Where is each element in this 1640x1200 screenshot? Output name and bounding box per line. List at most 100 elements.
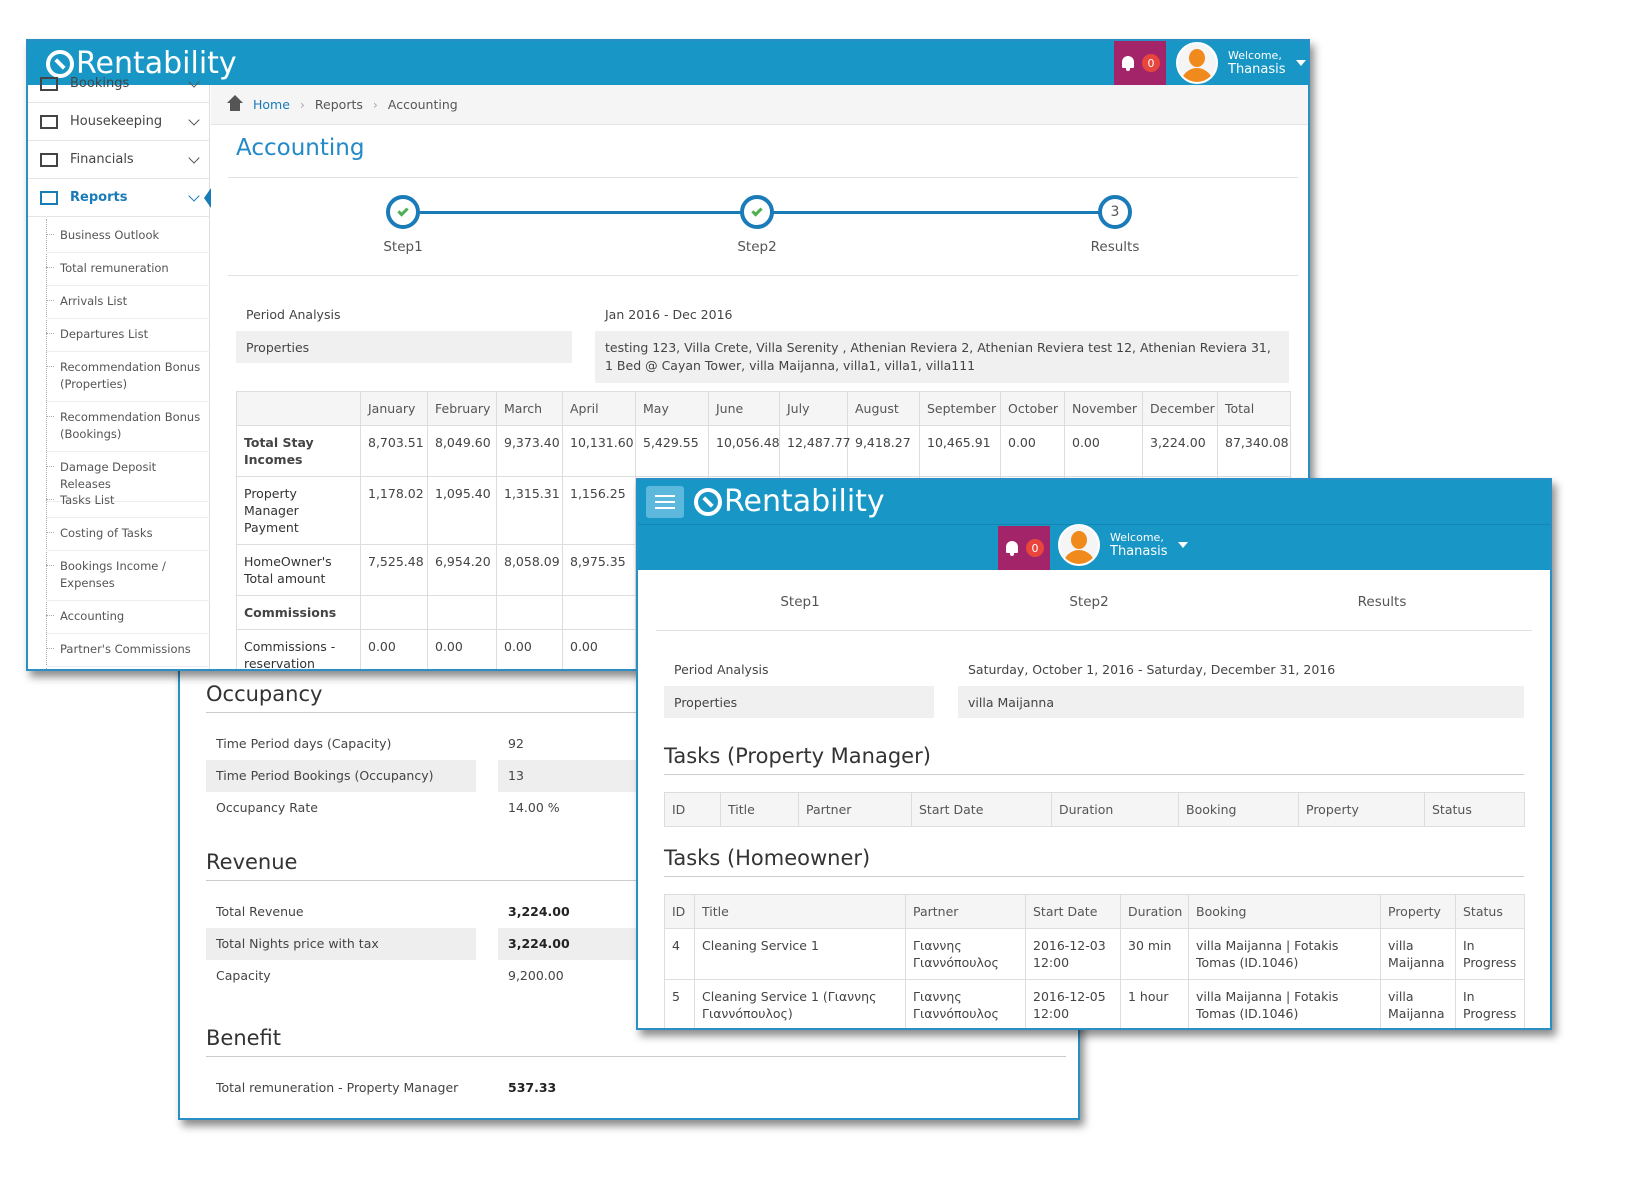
column-header[interactable]: Title	[720, 792, 799, 827]
period-label: Period Analysis	[674, 662, 769, 677]
column-header[interactable]: Duration	[1120, 894, 1189, 929]
column-header[interactable]: Start Date	[911, 792, 1052, 827]
column-header[interactable]: Property	[1380, 894, 1456, 929]
properties-value: testing 123, Villa Crete, Villa Serenity…	[595, 331, 1289, 383]
table-cell: 8,049.60	[427, 425, 497, 477]
check-icon	[751, 204, 763, 217]
table-header-row: ID Title Partner Start Date Duration Boo…	[664, 792, 1525, 827]
sidebar-subitem[interactable]: Recommendation Bonus (Bookings)	[46, 401, 210, 452]
task-partner: Γιαννης Γιαννόπουλος	[905, 979, 1026, 1028]
column-header[interactable]: Partner	[905, 894, 1026, 929]
step2-complete[interactable]	[740, 195, 774, 229]
column-header[interactable]: Property	[1298, 792, 1425, 827]
avatar	[1176, 42, 1218, 84]
task-property: villa Maijanna	[1380, 928, 1456, 980]
sidebar-subitem[interactable]: Departures List	[46, 318, 210, 352]
bell-icon	[1004, 539, 1020, 557]
sidebar-item-label: Housekeeping	[70, 114, 163, 129]
sidebar-subitem[interactable]: Arrivals List	[46, 285, 210, 319]
sidebar-subitem[interactable]: Damage Deposit Releases	[46, 451, 210, 502]
occupancy-value: 14.00 %	[508, 800, 560, 815]
table-cell: 0.00	[562, 629, 636, 669]
breadcrumb-reports[interactable]: Reports	[314, 97, 363, 112]
tasks-ho-table: ID Title Partner Start Date Duration Boo…	[664, 894, 1525, 1028]
task-title: Cleaning Service 1	[694, 928, 906, 980]
sidebar-subitem[interactable]: Tasks List	[46, 484, 210, 518]
brand-logo[interactable]: Rentability	[694, 484, 885, 519]
bar-chart-icon	[40, 190, 58, 205]
step1-complete[interactable]	[386, 195, 420, 229]
column-header[interactable]: ID	[664, 894, 695, 929]
occupancy-value: 92	[508, 736, 524, 751]
table-cell	[360, 595, 428, 630]
revenue-label: Capacity	[216, 968, 271, 983]
row-label: HomeOwner's Total amount	[236, 544, 361, 596]
user-menu[interactable]: Welcome, Thanasis	[1058, 524, 1188, 566]
table-cell	[562, 595, 636, 630]
column-header[interactable]: Partner	[798, 792, 912, 827]
brand-logo[interactable]: Rentability	[46, 46, 237, 81]
chevron-down-icon	[188, 152, 200, 164]
table-cell: 6,954.20	[427, 544, 497, 596]
sidebar-subitem[interactable]: Accounting	[46, 600, 210, 634]
benefit-rule	[206, 1056, 1066, 1057]
sidebar-subitem[interactable]: Total remuneration	[46, 252, 210, 286]
table-cell: 8,975.35	[562, 544, 636, 596]
sidebar-item-reports[interactable]: Reports	[28, 179, 211, 217]
sidebar-subitem[interactable]: Recommendation Bonus (Properties)	[46, 351, 210, 402]
breadcrumb-home[interactable]: Home	[253, 97, 290, 112]
table-cell: 0.00	[427, 629, 497, 669]
table-cell: 8,703.51	[360, 425, 428, 477]
page-title: Accounting	[236, 135, 365, 161]
sidebar-item-housekeeping[interactable]: Housekeeping	[28, 103, 210, 141]
sidebar-item-label: Bookings	[70, 76, 130, 91]
column-header[interactable]: Status	[1424, 792, 1525, 827]
sidebar-subitem[interactable]: Costing of Tasks	[46, 517, 210, 551]
revenue-label: Total Nights price with tax	[206, 928, 476, 960]
tasks-pm-title: Tasks (Property Manager)	[664, 744, 931, 768]
task-id: 5	[664, 979, 695, 1028]
tasks-pm-rule	[664, 774, 1524, 775]
home-icon	[227, 94, 243, 111]
column-header: July	[779, 391, 848, 426]
benefit-title: Benefit	[206, 1026, 282, 1050]
column-header[interactable]: Status	[1455, 894, 1525, 929]
notifications-button[interactable]: 0	[998, 526, 1050, 570]
period-label: Period Analysis	[246, 307, 341, 322]
sidebar-subitem[interactable]: Business Outlook	[46, 219, 210, 253]
column-header[interactable]: Booking	[1188, 894, 1381, 929]
step3-number: 3	[1110, 204, 1120, 220]
occupancy-label: Time Period Bookings (Occupancy)	[206, 760, 476, 792]
table-cell: 7,525.48	[360, 544, 428, 596]
hamburger-line	[655, 501, 675, 503]
tasks-window: Rentability 0 Welcome, Thanasis Step1 St…	[636, 478, 1552, 1030]
column-header: September	[919, 391, 1001, 426]
column-header[interactable]: Duration	[1051, 792, 1179, 827]
user-menu[interactable]: Welcome, Thanasis	[1176, 42, 1306, 84]
task-id: 4	[664, 928, 695, 980]
sidebar-item-bookings[interactable]: Bookings	[28, 65, 210, 103]
table-cell: 3,224.00	[1142, 425, 1218, 477]
task-status: In Progress	[1455, 979, 1525, 1028]
step2-label: Step2	[1069, 594, 1109, 610]
column-header[interactable]: Booking	[1178, 792, 1299, 827]
notification-badge: 0	[1026, 539, 1044, 557]
column-header: Total	[1217, 391, 1291, 426]
notification-badge: 0	[1142, 54, 1160, 72]
properties-value: villa Maijanna	[958, 686, 1524, 718]
column-header[interactable]: ID	[664, 792, 721, 827]
table-row[interactable]: 5 Cleaning Service 1 (Γιαννης Γιαννόπουλ…	[664, 979, 1525, 1028]
column-header[interactable]: Title	[694, 894, 906, 929]
step3-current[interactable]: 3	[1098, 195, 1132, 229]
sidebar-subitem[interactable]: Bookings Income / Expenses	[46, 550, 210, 601]
table-row[interactable]: 4 Cleaning Service 1 Γιαννης Γιαννόπουλο…	[664, 928, 1525, 980]
task-booking: villa Maijanna | Fotakis Tomas (ID.1046)	[1188, 928, 1381, 980]
calendar-icon	[40, 76, 58, 91]
sidebar-item-financials[interactable]: Financials	[28, 141, 210, 179]
menu-toggle-button[interactable]	[646, 486, 684, 518]
top-bar: Rentability 0 Welcome, Thanasis	[28, 41, 1308, 85]
column-header[interactable]: Start Date	[1025, 894, 1121, 929]
sidebar-subitem[interactable]: Partner's Commissions	[46, 633, 210, 667]
notifications-button[interactable]: 0	[1114, 41, 1166, 85]
brand-name: Rentability	[724, 484, 885, 519]
